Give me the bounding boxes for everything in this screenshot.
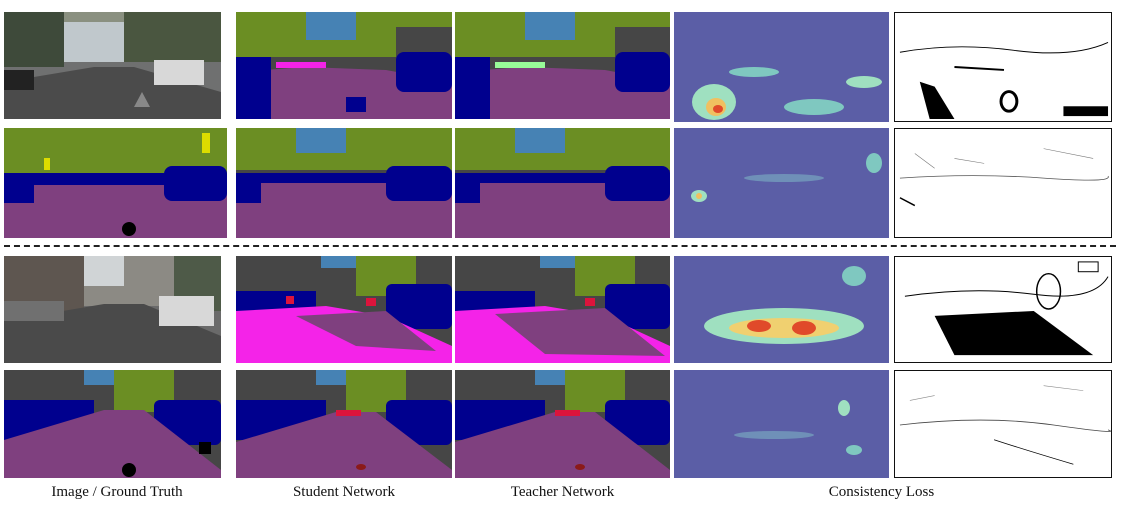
caption-consistency-loss: Consistency Loss (828, 484, 935, 500)
photo-street-2 (4, 256, 221, 363)
teacher-seg-3 (455, 256, 670, 363)
heatmap-4 (674, 370, 889, 478)
mask-4 (894, 370, 1112, 478)
gt-seg-2 (4, 370, 221, 478)
photo-street-1 (4, 12, 221, 119)
mask-1 (894, 12, 1112, 122)
caption-student-network: Student Network (292, 484, 396, 500)
teacher-seg-2 (455, 128, 670, 238)
heatmap-2 (674, 128, 889, 238)
student-seg-1 (236, 12, 452, 119)
heatmap-1 (674, 12, 889, 122)
caption-image-ground-truth: Image / Ground Truth (51, 484, 183, 500)
section-divider (4, 245, 1116, 247)
student-seg-2 (236, 128, 452, 238)
gt-seg-1 (4, 128, 227, 238)
caption-teacher-network: Teacher Network (510, 484, 615, 500)
teacher-seg-1 (455, 12, 670, 119)
teacher-seg-4 (455, 370, 670, 478)
student-seg-3 (236, 256, 452, 363)
student-seg-4 (236, 370, 452, 478)
mask-3 (894, 256, 1112, 363)
heatmap-3 (674, 256, 889, 363)
mask-2 (894, 128, 1112, 238)
